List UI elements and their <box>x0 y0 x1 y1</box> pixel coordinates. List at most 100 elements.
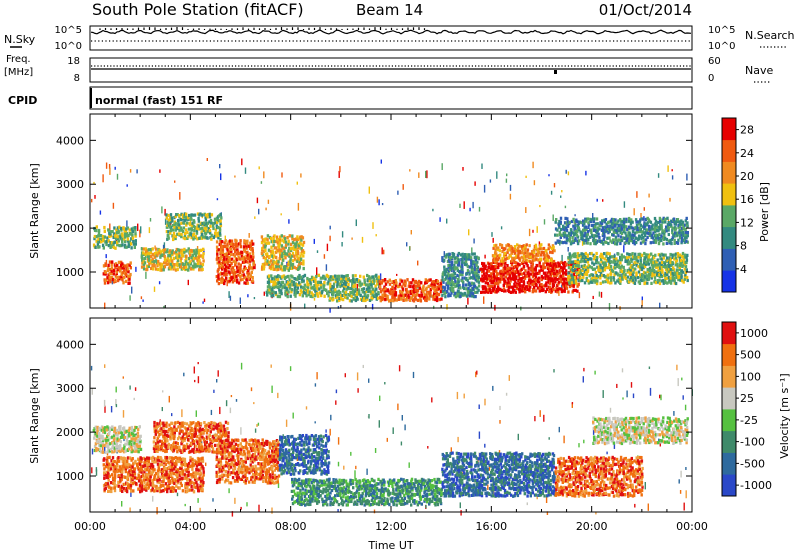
range-gate-cell <box>610 276 612 279</box>
range-gate-cell <box>389 283 391 286</box>
range-gate-cell <box>378 199 379 205</box>
range-gate-cell <box>221 240 223 243</box>
range-gate-cell <box>673 411 674 416</box>
range-gate-cell <box>125 280 127 283</box>
range-gate-cell <box>626 391 627 398</box>
range-gate-cell <box>170 229 172 232</box>
range-gate-cell <box>135 450 137 453</box>
range-gate-cell <box>549 246 551 249</box>
range-gate-cell <box>352 288 354 291</box>
range-gate-cell <box>329 278 331 281</box>
range-gate-cell <box>405 288 407 291</box>
range-gate-cell <box>633 394 634 399</box>
range-gate-cell <box>678 378 679 386</box>
range-gate-cell <box>539 289 541 292</box>
range-gate-cell <box>188 257 190 260</box>
range-gate-cell <box>553 249 555 252</box>
range-gate-cell <box>241 159 242 166</box>
range-gate-cell <box>137 466 139 469</box>
range-gate-cell <box>239 239 241 242</box>
range-gate-cell <box>98 229 100 232</box>
range-gate-cell <box>153 484 155 487</box>
range-gate-cell <box>615 236 617 239</box>
range-gate-cell <box>190 218 192 221</box>
range-gate-cell <box>286 253 288 256</box>
range-gate-cell <box>560 228 562 231</box>
range-gate-cell <box>457 392 458 399</box>
range-gate-cell <box>286 420 287 427</box>
range-gate-cell <box>284 276 286 279</box>
range-gate-cell <box>589 242 591 245</box>
range-gate-cell <box>470 276 472 279</box>
range-gate-cell <box>284 237 286 240</box>
range-gate-cell <box>275 285 277 288</box>
range-gate-cell <box>323 281 325 284</box>
range-gate-cell <box>402 415 403 421</box>
range-gate-cell <box>104 235 106 238</box>
range-gate-cell <box>617 234 619 237</box>
range-gate-cell <box>228 271 230 274</box>
range-gate-cell <box>105 243 107 246</box>
range-gate-cell <box>238 262 240 265</box>
range-gate-cell <box>631 266 633 269</box>
range-gate-cell <box>266 259 268 262</box>
range-gate-cell <box>642 297 643 301</box>
range-gate-cell <box>606 237 608 240</box>
range-gate-cell <box>506 174 507 177</box>
range-gate-cell <box>560 196 561 198</box>
range-gate-cell <box>148 248 150 251</box>
range-gate-cell <box>334 275 336 278</box>
range-gate-cell <box>96 440 98 443</box>
range-gate-cell <box>149 227 150 233</box>
range-gate-cell <box>477 289 479 292</box>
range-gate-cell <box>148 460 150 463</box>
range-gate-cell <box>284 265 286 268</box>
range-gate-cell <box>599 269 601 272</box>
range-gate-cell <box>341 242 342 246</box>
range-gate-cell <box>625 259 627 262</box>
range-gate-cell <box>109 260 111 263</box>
range-gate-cell <box>337 509 338 512</box>
range-gate-cell <box>198 268 200 271</box>
range-gate-cell <box>585 171 586 176</box>
range-gate-cell <box>484 185 485 193</box>
range-gate-cell <box>626 256 628 259</box>
range-gate-cell <box>277 393 278 398</box>
range-gate-cell <box>675 282 677 285</box>
noise-right-tick-top: 10^5 <box>708 25 735 36</box>
range-gate-cell <box>674 239 676 242</box>
range-gate-cell <box>157 260 159 263</box>
range-gate-cell <box>291 275 293 278</box>
range-gate-cell <box>540 258 542 261</box>
range-gate-cell <box>581 253 583 256</box>
range-gate-cell <box>657 221 659 224</box>
range-gate-cell <box>389 279 391 282</box>
range-gate-cell <box>649 269 651 272</box>
range-gate-cell <box>339 291 341 294</box>
range-gate-cell <box>440 297 442 300</box>
range-gate-cell <box>129 295 130 300</box>
range-gate-cell <box>587 217 589 220</box>
range-gate-cell <box>291 234 293 237</box>
range-gate-cell <box>419 287 421 290</box>
range-gate-cell <box>140 448 142 451</box>
range-gate-cell <box>592 274 594 277</box>
range-gate-cell <box>459 273 461 276</box>
range-gate-cell <box>417 261 418 266</box>
range-gate-cell <box>134 460 136 463</box>
range-gate-cell <box>601 292 602 298</box>
range-gate-cell <box>664 254 666 257</box>
freq-glitch <box>554 70 557 74</box>
range-gate-cell <box>155 259 157 262</box>
range-gate-cell <box>324 254 325 259</box>
range-gate-cell <box>320 277 322 280</box>
range-gate-cell <box>564 277 566 280</box>
range-gate-cell <box>131 287 132 294</box>
range-gate-cell <box>355 288 357 291</box>
range-gate-cell <box>111 473 113 476</box>
range-gate-cell <box>258 505 259 512</box>
range-gate-cell <box>636 191 637 198</box>
range-gate-cell <box>130 246 132 249</box>
range-gate-cell <box>119 425 121 428</box>
range-gate-cell <box>355 466 356 469</box>
